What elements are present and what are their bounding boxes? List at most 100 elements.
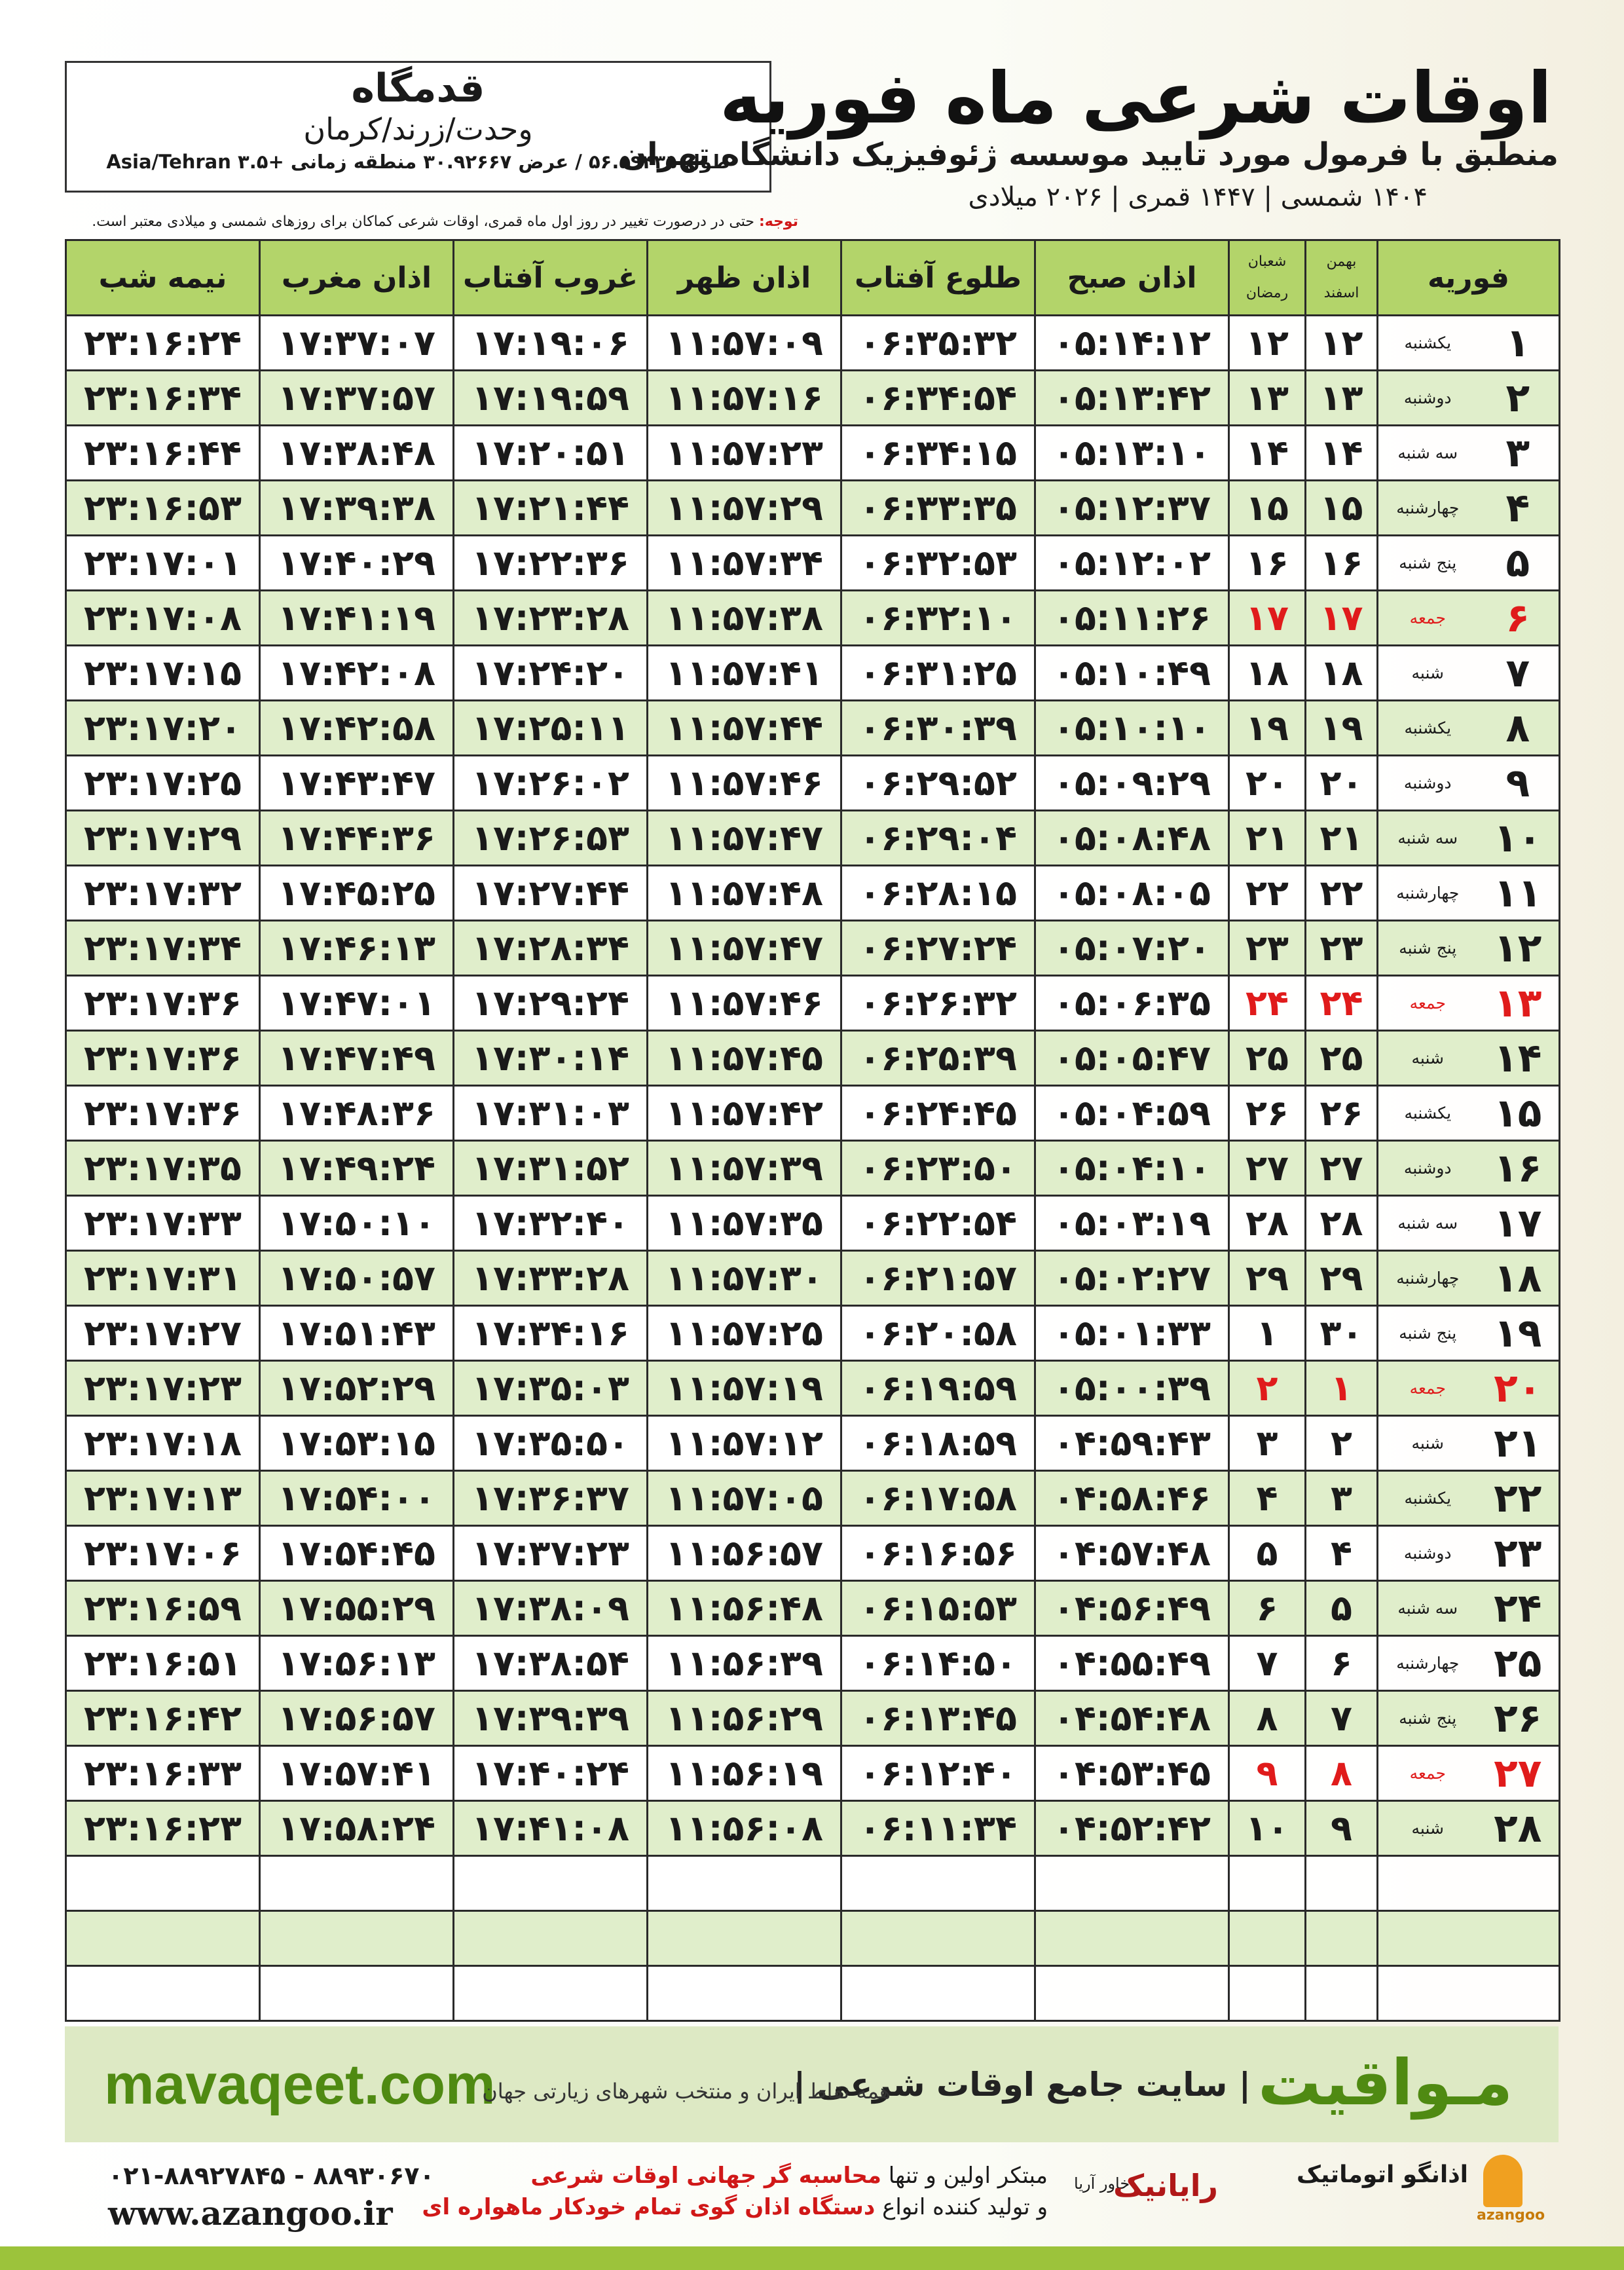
time: ۰۶:۲۷:۲۴ xyxy=(840,920,1036,977)
time: ۱۷:۳۹:۳۸ xyxy=(259,479,454,536)
empty-cell xyxy=(1034,1855,1230,1912)
time: ۱۷:۳۸:۵۴ xyxy=(452,1635,648,1692)
solar-day: ۷ xyxy=(1304,1690,1378,1747)
time: ۱۱:۵۷:۱۶ xyxy=(646,369,842,426)
time: ۲۳:۱۷:۲۰ xyxy=(65,699,261,756)
times-table: فوریه بهمن اسفند شعبان رمضان اذان صبح طلوع آفت… xyxy=(65,239,1560,2022)
time: ۲۳:۱۷:۰۱ xyxy=(65,534,261,591)
solar-day: ۲۰ xyxy=(1304,754,1378,811)
promo-highlight: محاسبه گر جهانی اوقات شرعی xyxy=(530,2163,881,2189)
time: ۰۶:۳۱:۲۵ xyxy=(840,644,1036,701)
time: ۱۷:۳۷:۰۷ xyxy=(259,314,454,371)
day-number: ۴ xyxy=(1477,479,1560,536)
weekday: یکشنبه xyxy=(1376,1470,1477,1527)
time: ۰۵:۱۰:۴۹ xyxy=(1034,644,1230,701)
time: ۲۳:۱۷:۳۳ xyxy=(65,1195,261,1252)
day-number: ۲۰ xyxy=(1477,1360,1560,1417)
time: ۱۷:۵۶:۵۷ xyxy=(259,1690,454,1747)
time: ۱۱:۵۷:۲۹ xyxy=(646,479,842,536)
time: ۰۶:۲۸:۱۵ xyxy=(840,865,1036,921)
lunar-day: ۴ xyxy=(1228,1470,1306,1527)
day-number: ۸ xyxy=(1477,699,1560,756)
weekday: شنبه xyxy=(1376,644,1477,701)
time: ۰۶:۲۳:۵۰ xyxy=(840,1140,1036,1197)
time: ۱۱:۵۶:۵۷ xyxy=(646,1525,842,1582)
time: ۱۷:۴۹:۲۴ xyxy=(259,1140,454,1197)
promo-highlight: دستگاه اذان گوی تمام خودکار ماهواره ای xyxy=(422,2194,876,2220)
note-label: توجه: xyxy=(758,214,798,230)
time: ۰۶:۲۲:۵۴ xyxy=(840,1195,1036,1252)
empty-cell xyxy=(452,1910,648,1967)
table-body: ۱ یکشنبه ۱۲ ۱۲ ۰۵:۱۴:۱۲ ۰۶:۳۵:۳۲ ۱۱:۵۷:۰۹ ۱۷:۱۹… xyxy=(65,314,1560,2022)
time: ۱۱:۵۶:۳۹ xyxy=(646,1635,842,1692)
time: ۰۵:۰۱:۳۳ xyxy=(1034,1305,1230,1362)
empty-row xyxy=(65,1910,1560,1967)
bottom-strip xyxy=(0,2246,1624,2270)
empty-cell xyxy=(646,1855,842,1912)
calendar-line: ۱۴۰۴ شمسی | ۱۴۴۷ قمری | ۲۰۲۶ میلادی xyxy=(968,182,1428,212)
title: اوقات شرعی ماه فوریه xyxy=(719,58,1552,140)
column-header: اذان ظهر xyxy=(646,239,842,316)
time: ۰۶:۲۴:۴۵ xyxy=(840,1085,1036,1142)
promo-text: و تولید کننده انواع xyxy=(882,2194,1048,2220)
table-row: ۷ شنبه ۱۸ ۱۸ ۰۵:۱۰:۴۹ ۰۶:۳۱:۲۵ ۱۱:۵۷:۴۱ ۱۷:۲۴:۲… xyxy=(65,644,1560,701)
time: ۰۶:۳۳:۳۵ xyxy=(840,479,1036,536)
solar-day: ۳۰ xyxy=(1304,1305,1378,1362)
column-header: اذان مغرب xyxy=(259,239,454,316)
weekday: شنبه xyxy=(1376,1800,1477,1857)
website[interactable]: www.azangoo.ir xyxy=(108,2194,393,2233)
time: ۰۶:۲۵:۳۹ xyxy=(840,1030,1036,1087)
empty-cell xyxy=(1304,1910,1378,1967)
solar-day: ۲۱ xyxy=(1304,809,1378,866)
column-header: طلوع آفتاب xyxy=(840,239,1036,316)
column-header: بهمن اسفند xyxy=(1304,239,1378,316)
table-row: ۱۹ پنج شنبه ۳۰ ۱ ۰۵:۰۱:۳۳ ۰۶:۲۰:۵۸ ۱۱:۵۷:۲۵ ۱۷:… xyxy=(65,1305,1560,1362)
solar-day: ۲۲ xyxy=(1304,865,1378,921)
solar-day: ۱۹ xyxy=(1304,699,1378,756)
subline: همه نقاط ایران و منتخب شهرهای زیارتی جها… xyxy=(482,2079,891,2104)
time: ۰۶:۲۹:۵۲ xyxy=(840,754,1036,811)
time: ۲۳:۱۶:۵۹ xyxy=(65,1580,261,1637)
weekday: یکشنبه xyxy=(1376,699,1477,756)
table-row: ۱۳ جمعه ۲۴ ۲۴ ۰۵:۰۶:۳۵ ۰۶:۲۶:۳۲ ۱۱:۵۷:۴۶ ۱۷:۲۹:… xyxy=(65,975,1560,1032)
column-header-line: رمضان xyxy=(1246,285,1289,301)
table-row: ۲ دوشنبه ۱۳ ۱۳ ۰۵:۱۳:۴۲ ۰۶:۳۴:۵۴ ۱۱:۵۷:۱۶ ۱۷:۱۹… xyxy=(65,369,1560,426)
time: ۱۱:۵۷:۴۴ xyxy=(646,699,842,756)
time: ۲۳:۱۶:۲۳ xyxy=(65,1800,261,1857)
column-header-line: شعبان xyxy=(1247,253,1287,270)
site-url[interactable]: mavaqeet.com xyxy=(104,2053,496,2116)
solar-day: ۶ xyxy=(1304,1635,1378,1692)
lunar-day: ۱۵ xyxy=(1228,479,1306,536)
time: ۱۷:۲۷:۴۴ xyxy=(452,865,648,921)
empty-cell xyxy=(840,1855,1036,1912)
time: ۲۳:۱۷:۳۲ xyxy=(65,865,261,921)
weekday: دوشنبه xyxy=(1376,369,1477,426)
empty-cell xyxy=(1477,1965,1560,2022)
lunar-day: ۲۲ xyxy=(1228,865,1306,921)
time: ۱۷:۳۵:۰۳ xyxy=(452,1360,648,1417)
day-number: ۱۱ xyxy=(1477,865,1560,921)
solar-day: ۹ xyxy=(1304,1800,1378,1857)
time: ۰۶:۱۹:۵۹ xyxy=(840,1360,1036,1417)
empty-cell xyxy=(259,1965,454,2022)
lunar-day: ۲ xyxy=(1228,1360,1306,1417)
time: ۰۶:۱۷:۵۸ xyxy=(840,1470,1036,1527)
time: ۰۶:۳۲:۵۳ xyxy=(840,534,1036,591)
time: ۰۵:۱۲:۰۲ xyxy=(1034,534,1230,591)
time: ۰۴:۵۶:۴۹ xyxy=(1034,1580,1230,1637)
day-number: ۱۲ xyxy=(1477,920,1560,977)
empty-cell xyxy=(840,1965,1036,2022)
column-header: شعبان رمضان xyxy=(1228,239,1306,316)
time: ۱۷:۵۶:۱۳ xyxy=(259,1635,454,1692)
time: ۰۵:۱۳:۱۰ xyxy=(1034,424,1230,481)
empty-cell xyxy=(840,1910,1036,1967)
time: ۱۷:۳۵:۵۰ xyxy=(452,1415,648,1472)
empty-cell xyxy=(452,1965,648,2022)
time: ۱۷:۲۴:۲۰ xyxy=(452,644,648,701)
time: ۱۷:۴۴:۳۶ xyxy=(259,809,454,866)
table-row: ۱ یکشنبه ۱۲ ۱۲ ۰۵:۱۴:۱۲ ۰۶:۳۵:۳۲ ۱۱:۵۷:۰۹ ۱۷:۱۹… xyxy=(65,314,1560,371)
time: ۰۵:۰۹:۲۹ xyxy=(1034,754,1230,811)
lunar-day: ۲۸ xyxy=(1228,1195,1306,1252)
table-row: ۱۲ پنج شنبه ۲۳ ۲۳ ۰۵:۰۷:۲۰ ۰۶:۲۷:۲۴ ۱۱:۵۷:۴۷ ۱۷… xyxy=(65,920,1560,977)
lunar-day: ۶ xyxy=(1228,1580,1306,1637)
